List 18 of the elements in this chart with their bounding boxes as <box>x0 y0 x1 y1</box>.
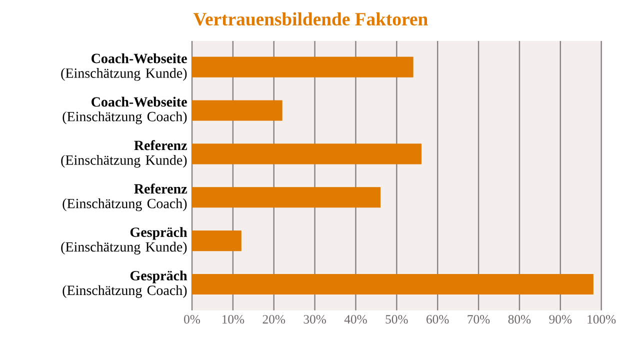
y-tick-label: Referenz (Einschätzung Coach) <box>62 184 187 212</box>
x-tick-label: 100% <box>588 315 616 324</box>
x-tick-label: 10% <box>222 315 244 324</box>
chart-title: Vertrauensbildende Faktoren <box>193 12 428 26</box>
y-tick-label: Coach-Webseite (Einschätzung Kunde) <box>61 53 187 81</box>
y-tick-label: Gespräch (Einschätzung Kunde) <box>61 227 188 255</box>
y-tick-label: Coach-Webseite (Einschätzung Coach) <box>62 96 187 124</box>
x-tick-label: 20% <box>262 315 286 324</box>
x-tick-label: 60% <box>426 315 449 324</box>
y-tick-label: Referenz (Einschätzung Kunde) <box>61 140 187 168</box>
x-tick-label: 90% <box>549 315 572 324</box>
x-tick-label: 0% <box>184 315 200 324</box>
x-tick-label: 70% <box>468 315 490 324</box>
y-tick-label: Gespräch (Einschätzung Coach) <box>62 270 188 298</box>
x-tick-label: 50% <box>386 315 408 324</box>
x-tick-label: 80% <box>508 315 531 324</box>
x-tick-label: 40% <box>344 315 367 324</box>
x-tick-label: 30% <box>304 315 326 324</box>
